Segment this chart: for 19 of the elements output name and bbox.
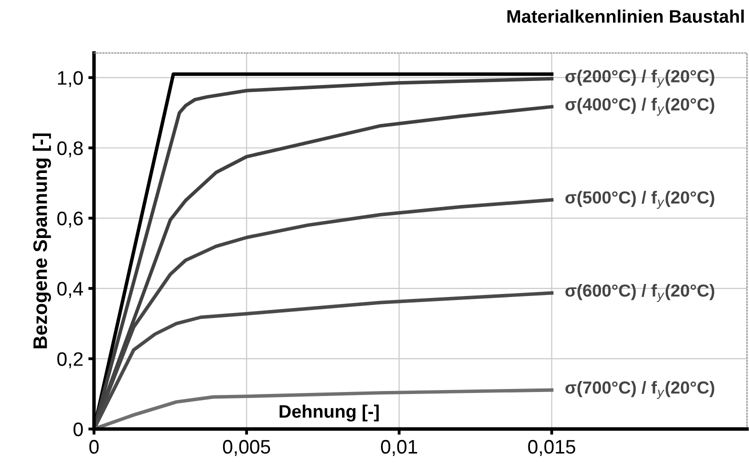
series-label: σ(500°C) / f$_{y}$(20°C)	[565, 190, 714, 209]
y-tick-label: 0,2	[57, 352, 83, 368]
series-label: σ(600°C) / f$_{y}$(20°C)	[565, 284, 714, 302]
line-series	[94, 388, 554, 429]
y-tick-label: 0	[74, 422, 83, 436]
chart-title: Materialkennlinien Baustahl	[507, 10, 744, 23]
y-tick-label: 0,4	[57, 282, 84, 298]
x-axis-title: Dehnung [-]	[280, 404, 379, 422]
y-tick-label: 1,0	[58, 71, 83, 88]
y-tick-label: 0,8	[57, 141, 83, 158]
series-label: σ(700°C) / f$_{y}$(20°C)	[565, 380, 714, 399]
y-axis-title: Bezogene Spannung [-]	[32, 134, 51, 348]
y-tick-label: 0,6	[57, 212, 83, 228]
x-tick-label: 0,005	[223, 440, 270, 456]
series-label: σ(200°C) / f$_{y}$(20°C)	[565, 70, 714, 88]
series-label: σ(400°C) / f$_{y}$(20°C)	[565, 98, 714, 116]
x-tick-label: 0,01	[380, 440, 418, 456]
x-tick-label: 0,015	[528, 440, 576, 456]
x-tick-label: 0	[89, 440, 99, 454]
